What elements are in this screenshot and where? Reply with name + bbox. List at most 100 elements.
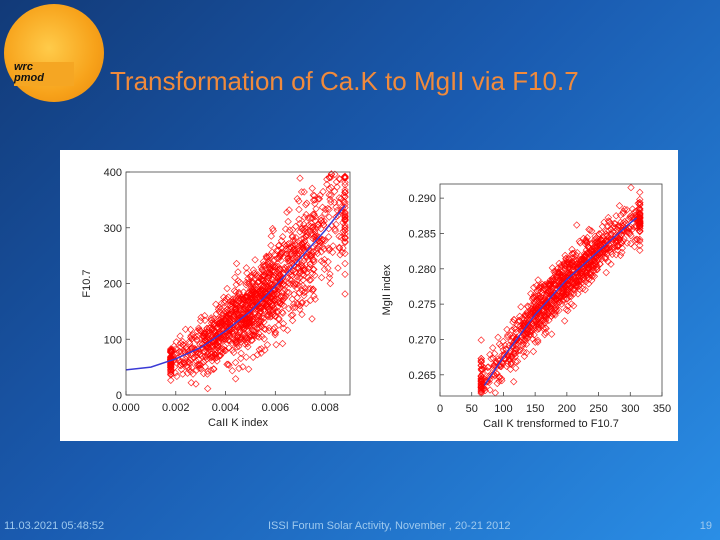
- scatter-point: [231, 306, 239, 315]
- scatter-point: [271, 329, 279, 337]
- scatter-point: [526, 330, 534, 338]
- scatter-point: [226, 301, 234, 309]
- scatter-point: [602, 268, 610, 277]
- scatter-point: [512, 349, 520, 357]
- scatter-point: [573, 248, 581, 257]
- scatter-point: [529, 347, 538, 356]
- scatter-point: [248, 288, 257, 296]
- scatter-point: [309, 196, 318, 204]
- footer-event: ISSI Forum Solar Activity, November , 20…: [268, 520, 511, 532]
- scatter-point: [615, 202, 624, 210]
- scatter-point: [477, 358, 485, 366]
- scatter-point: [569, 302, 578, 310]
- scatter-point: [266, 289, 275, 297]
- x-tick-label: 0.008: [311, 402, 339, 414]
- scatter-point: [179, 370, 187, 378]
- scatter-point: [309, 265, 317, 274]
- scatter-point: [477, 357, 485, 366]
- scatter-point: [268, 280, 276, 288]
- scatter-point: [336, 175, 344, 184]
- scatter-point: [311, 225, 320, 233]
- scatter-point: [341, 215, 349, 224]
- scatter-point: [256, 304, 265, 313]
- scatter-point: [313, 249, 322, 258]
- scatter-point: [263, 341, 272, 349]
- scatter-point: [292, 246, 301, 254]
- scatter-point: [257, 349, 265, 357]
- scatter-point: [531, 298, 540, 307]
- scatter-point: [267, 241, 275, 250]
- scatter-point: [300, 188, 308, 196]
- scatter-point: [293, 259, 301, 267]
- scatter-point: [636, 195, 644, 204]
- scatter-point: [486, 386, 494, 394]
- scatter-point: [341, 230, 349, 238]
- scatter-point: [287, 311, 296, 320]
- scatter-point: [553, 268, 562, 277]
- scatter-point: [168, 346, 177, 355]
- scatter-point: [582, 235, 590, 244]
- scatter-point: [514, 318, 523, 326]
- scatter-point: [200, 332, 208, 340]
- scatter-point: [636, 235, 644, 244]
- scatter-point: [279, 281, 288, 289]
- scatter-point: [298, 224, 307, 232]
- scatter-point: [636, 201, 644, 209]
- scatter-point: [275, 315, 283, 324]
- scatter-point: [255, 323, 263, 332]
- scatter-point: [319, 187, 327, 196]
- scatter-point: [297, 188, 306, 196]
- scatter-point: [258, 265, 266, 273]
- scatter-point: [554, 277, 563, 285]
- scatter-point: [283, 326, 292, 334]
- scatter-point: [632, 207, 641, 215]
- x-tick-label: 300: [621, 403, 639, 415]
- scatter-point: [275, 252, 284, 260]
- scatter-point: [196, 350, 205, 358]
- scatter-point: [615, 230, 623, 239]
- scatter-point: [261, 325, 270, 333]
- scatter-point: [583, 274, 591, 282]
- scatter-point: [341, 221, 349, 229]
- scatter-point: [167, 376, 175, 384]
- scatter-point: [306, 296, 315, 304]
- scatter-point: [521, 312, 529, 320]
- scatter-point: [636, 217, 644, 225]
- scatter-point: [562, 290, 570, 298]
- scatter-point: [516, 346, 524, 355]
- scatter-point: [568, 271, 576, 279]
- scatter-point: [588, 239, 596, 248]
- scatter-point: [288, 232, 297, 240]
- scatter-point: [230, 332, 239, 341]
- scatter-point: [301, 284, 309, 292]
- scatter-point: [568, 257, 576, 266]
- scatter-point: [266, 298, 274, 306]
- scatter-point: [197, 344, 206, 352]
- scatter-point: [565, 255, 573, 264]
- scatter-point: [576, 239, 584, 247]
- scatter-point: [532, 292, 541, 300]
- scatter-point: [477, 371, 485, 380]
- scatter-point: [265, 324, 273, 332]
- scatter-point: [256, 317, 265, 326]
- scatter-point: [529, 307, 537, 315]
- scatter-point: [304, 285, 313, 293]
- scatter-point: [279, 273, 287, 282]
- scatter-point: [303, 199, 311, 207]
- scatter-point: [239, 363, 247, 371]
- scatter-point: [508, 353, 516, 361]
- scatter-point: [247, 332, 255, 340]
- scatter-point: [636, 241, 644, 250]
- scatter-point: [240, 325, 249, 333]
- scatter-point: [597, 229, 606, 237]
- scatter-point: [173, 372, 181, 381]
- scatter-point: [490, 361, 498, 369]
- scatter-point: [311, 199, 319, 208]
- scatter-point: [318, 236, 326, 245]
- scatter-point: [191, 344, 199, 353]
- scatter-point: [308, 251, 316, 259]
- scatter-point: [285, 279, 293, 287]
- scatter-point: [332, 178, 341, 186]
- scatter-point: [341, 234, 349, 242]
- scatter-point: [235, 364, 243, 373]
